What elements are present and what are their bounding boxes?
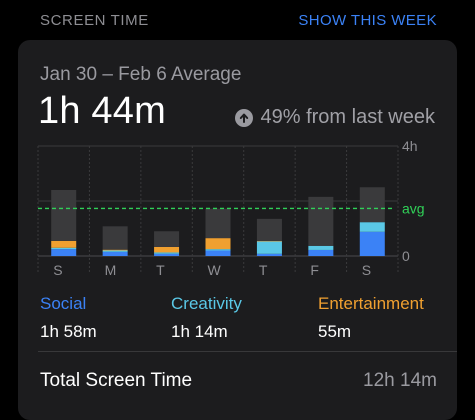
bar-segment-entertainment (205, 238, 231, 250)
bar-segment-entertainment (51, 240, 77, 248)
legend-creativity: Creativity 1h 14m (171, 294, 242, 342)
bar-segment-social (359, 231, 385, 256)
show-this-week-link[interactable]: SHOW THIS WEEK (298, 12, 437, 29)
total-screen-time-value: 12h 14m (363, 370, 437, 391)
average-time: 1h 44m (38, 90, 166, 132)
y-tick-label: 0 (402, 248, 410, 264)
bar-segment-other (359, 187, 385, 223)
bar-segment-social (256, 253, 282, 256)
bar-segment-creativity (51, 247, 77, 250)
legend-name: Entertainment (318, 294, 424, 313)
bar-segment-other (308, 196, 334, 246)
x-tick-label: S (362, 262, 371, 278)
x-tick-label: S (53, 262, 62, 278)
bar-segment-entertainment (154, 246, 180, 253)
bar-segment-other (256, 218, 282, 241)
y-tick-label: 4h (402, 138, 418, 154)
bar-segment-creativity (102, 250, 128, 252)
bar-segment-other (51, 190, 77, 241)
legend-name: Social (40, 294, 87, 313)
average-label: avg (402, 200, 425, 216)
bar-segment-creativity (308, 245, 334, 250)
legend-social: Social 1h 58m (40, 294, 97, 342)
divider (38, 351, 457, 352)
date-range-label: Jan 30 – Feb 6 Average (40, 64, 242, 85)
bar-segment-creativity (154, 252, 180, 254)
bar-segment-entertainment (256, 240, 282, 242)
x-tick-label: W (208, 262, 222, 278)
bar-segment-social (102, 251, 128, 256)
bar-segment-other (102, 226, 128, 250)
bar-segment-creativity (205, 249, 231, 251)
legend-value: 1h 14m (171, 322, 228, 341)
arrow-up-circle-icon (235, 108, 254, 127)
section-header: SCREEN TIME SHOW THIS WEEK (40, 12, 437, 32)
bar-segment-creativity (256, 241, 282, 254)
legend-value: 55m (318, 322, 352, 341)
bar-segment-social (154, 253, 180, 256)
bar-segment-other (154, 231, 180, 247)
bar-segment-creativity (359, 222, 385, 232)
legend-value: 1h 58m (40, 322, 97, 341)
screen-time-card[interactable]: Jan 30 – Feb 6 Average 1h 44m 49% from l… (18, 40, 457, 420)
legend-entertainment: Entertainment 55m (318, 294, 424, 342)
section-title: SCREEN TIME (40, 12, 149, 29)
weekly-change: 49% from last week (235, 106, 435, 129)
x-tick-label: T (156, 262, 165, 278)
x-tick-label: T (259, 262, 268, 278)
bar-segment-social (51, 249, 77, 256)
bar-segment-social (308, 249, 334, 256)
bar-segment-other (205, 208, 231, 239)
bar-segment-entertainment (102, 249, 128, 251)
total-screen-time-label[interactable]: Total Screen Time (40, 370, 193, 391)
x-tick-label: M (105, 262, 117, 278)
x-tick-label: F (310, 262, 319, 278)
bar-segment-social (205, 250, 231, 256)
change-text: 49% from last week (260, 106, 435, 128)
legend-name: Creativity (171, 294, 242, 313)
